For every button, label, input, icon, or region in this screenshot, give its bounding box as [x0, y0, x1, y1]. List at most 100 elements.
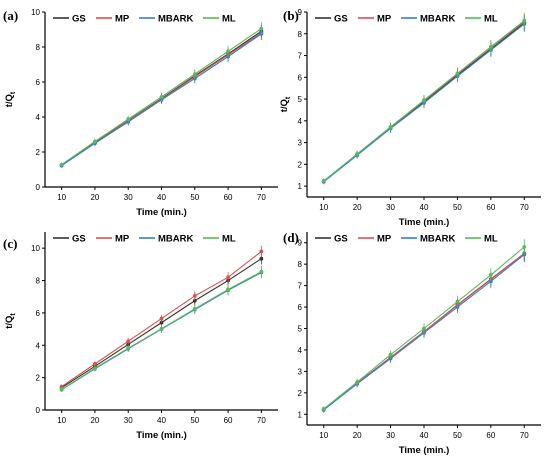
y-tick-label: 4: [36, 341, 41, 350]
panel-label: (b): [283, 8, 299, 23]
data-point: [93, 366, 97, 371]
data-point: [126, 117, 131, 121]
legend-entry: ML: [222, 234, 236, 245]
y-tick-label: 8: [36, 43, 41, 52]
panel-label: (a): [3, 8, 18, 23]
data-point: [488, 44, 493, 49]
y-tick-label: 5: [298, 95, 303, 104]
data-point: [159, 94, 164, 99]
data-point: [192, 294, 197, 298]
x-tick-label: 60: [486, 431, 495, 440]
x-tick-label: 10: [57, 416, 66, 425]
data-point: [192, 72, 197, 77]
y-axis-label: t/Qt: [4, 313, 17, 329]
y-tick-label: 2: [298, 389, 303, 398]
legend-entry: ML: [484, 14, 498, 25]
y-axis-label: t/Qt: [4, 91, 17, 107]
data-point: [59, 387, 64, 392]
panel-label: (c): [3, 236, 17, 251]
legend-entry: MBARK: [158, 14, 193, 25]
x-tick-label: 30: [124, 193, 133, 202]
x-tick-label: 50: [453, 203, 462, 212]
legend-entry: MBARK: [420, 234, 455, 245]
y-tick-label: 3: [298, 367, 303, 376]
data-point: [226, 287, 230, 292]
chart-panel: 10 20 30 40 50 60 70 1 2 3 4 5 6 7 8 9 Time (min.) t/Qt (b…: [279, 8, 541, 228]
y-tick-label: 8: [36, 277, 41, 286]
data-point: [522, 18, 527, 23]
x-tick-label: 40: [157, 416, 166, 425]
data-point: [126, 346, 131, 351]
x-tick-label: 60: [486, 203, 495, 212]
data-point: [388, 125, 393, 129]
data-point: [159, 320, 164, 325]
data-point: [59, 162, 64, 167]
y-tick-label: 0: [36, 406, 41, 415]
data-point: [159, 326, 164, 331]
chart-panel: 10 20 30 40 50 60 70 1 2 3 4 5 6 7 8 9 Time (min.) (d) GS M…: [283, 230, 541, 456]
data-point: [226, 275, 230, 280]
y-tick-label: 0: [36, 183, 41, 192]
chart-panel: 10 20 30 40 50 60 70 0 2 4 6 8 10 Time (min.) t/Qt (a) G…: [3, 8, 278, 218]
y-tick-label: 7: [298, 52, 303, 61]
y-tick-label: 2: [298, 160, 303, 169]
x-tick-label: 10: [57, 193, 66, 202]
y-tick-label: 2: [36, 374, 41, 383]
y-tick-label: 2: [36, 148, 41, 157]
data-point: [522, 245, 527, 249]
data-point: [455, 71, 460, 76]
y-axis-label: t/Qt: [279, 96, 292, 112]
x-tick-label: 60: [224, 416, 233, 425]
legend-entry: MBARK: [158, 234, 193, 245]
data-point: [192, 306, 197, 311]
data-point: [355, 152, 360, 156]
legend-entry: GS: [72, 234, 86, 245]
legend-entry: MP: [377, 234, 392, 245]
data-point: [59, 384, 64, 389]
y-tick-label: 8: [298, 260, 303, 269]
y-tick-label: 1: [298, 410, 303, 419]
x-tick-label: 20: [353, 203, 362, 212]
y-tick-label: 6: [36, 78, 41, 87]
data-point: [355, 380, 360, 385]
x-tick-label: 40: [157, 193, 166, 202]
y-tick-label: 10: [31, 8, 40, 17]
x-tick-label: 70: [257, 416, 266, 425]
y-tick-label: 5: [298, 325, 303, 334]
data-point: [455, 299, 460, 304]
x-tick-label: 20: [90, 416, 99, 425]
x-tick-label: 50: [453, 431, 462, 440]
y-tick-label: 7: [298, 282, 303, 291]
data-point: [388, 352, 393, 357]
data-point: [422, 98, 426, 103]
x-axis-label: Time (min.): [399, 445, 450, 456]
x-tick-label: 20: [90, 193, 99, 202]
x-tick-label: 30: [386, 431, 395, 440]
x-axis-label: Time (min.): [136, 207, 187, 218]
y-tick-label: 6: [298, 303, 303, 312]
x-axis-label: Time (min.): [399, 217, 450, 228]
x-tick-label: 10: [319, 203, 328, 212]
y-tick-label: 4: [298, 346, 303, 355]
chart-panel: 10 20 30 40 50 60 70 0 2 4 6 8 10 Time (min.) t/Qt (c) G…: [3, 232, 278, 441]
y-tick-label: 4: [36, 113, 41, 122]
data-point: [259, 269, 264, 274]
x-tick-label: 70: [520, 431, 529, 440]
data-point: [321, 407, 326, 411]
data-point: [226, 49, 230, 54]
x-tick-label: 50: [190, 416, 199, 425]
legend-entry: GS: [72, 14, 86, 25]
y-tick-label: 9: [298, 8, 303, 17]
x-tick-label: 70: [520, 203, 529, 212]
y-tick-label: 6: [36, 309, 41, 318]
y-tick-label: 8: [298, 30, 303, 39]
legend-entry: MP: [115, 14, 130, 25]
data-point: [93, 361, 97, 366]
legend-entry: ML: [484, 234, 498, 245]
data-point: [159, 316, 164, 321]
data-point: [488, 272, 493, 277]
y-tick-label: 3: [298, 139, 303, 148]
legend-entry: GS: [334, 234, 348, 245]
x-tick-label: 30: [124, 416, 133, 425]
